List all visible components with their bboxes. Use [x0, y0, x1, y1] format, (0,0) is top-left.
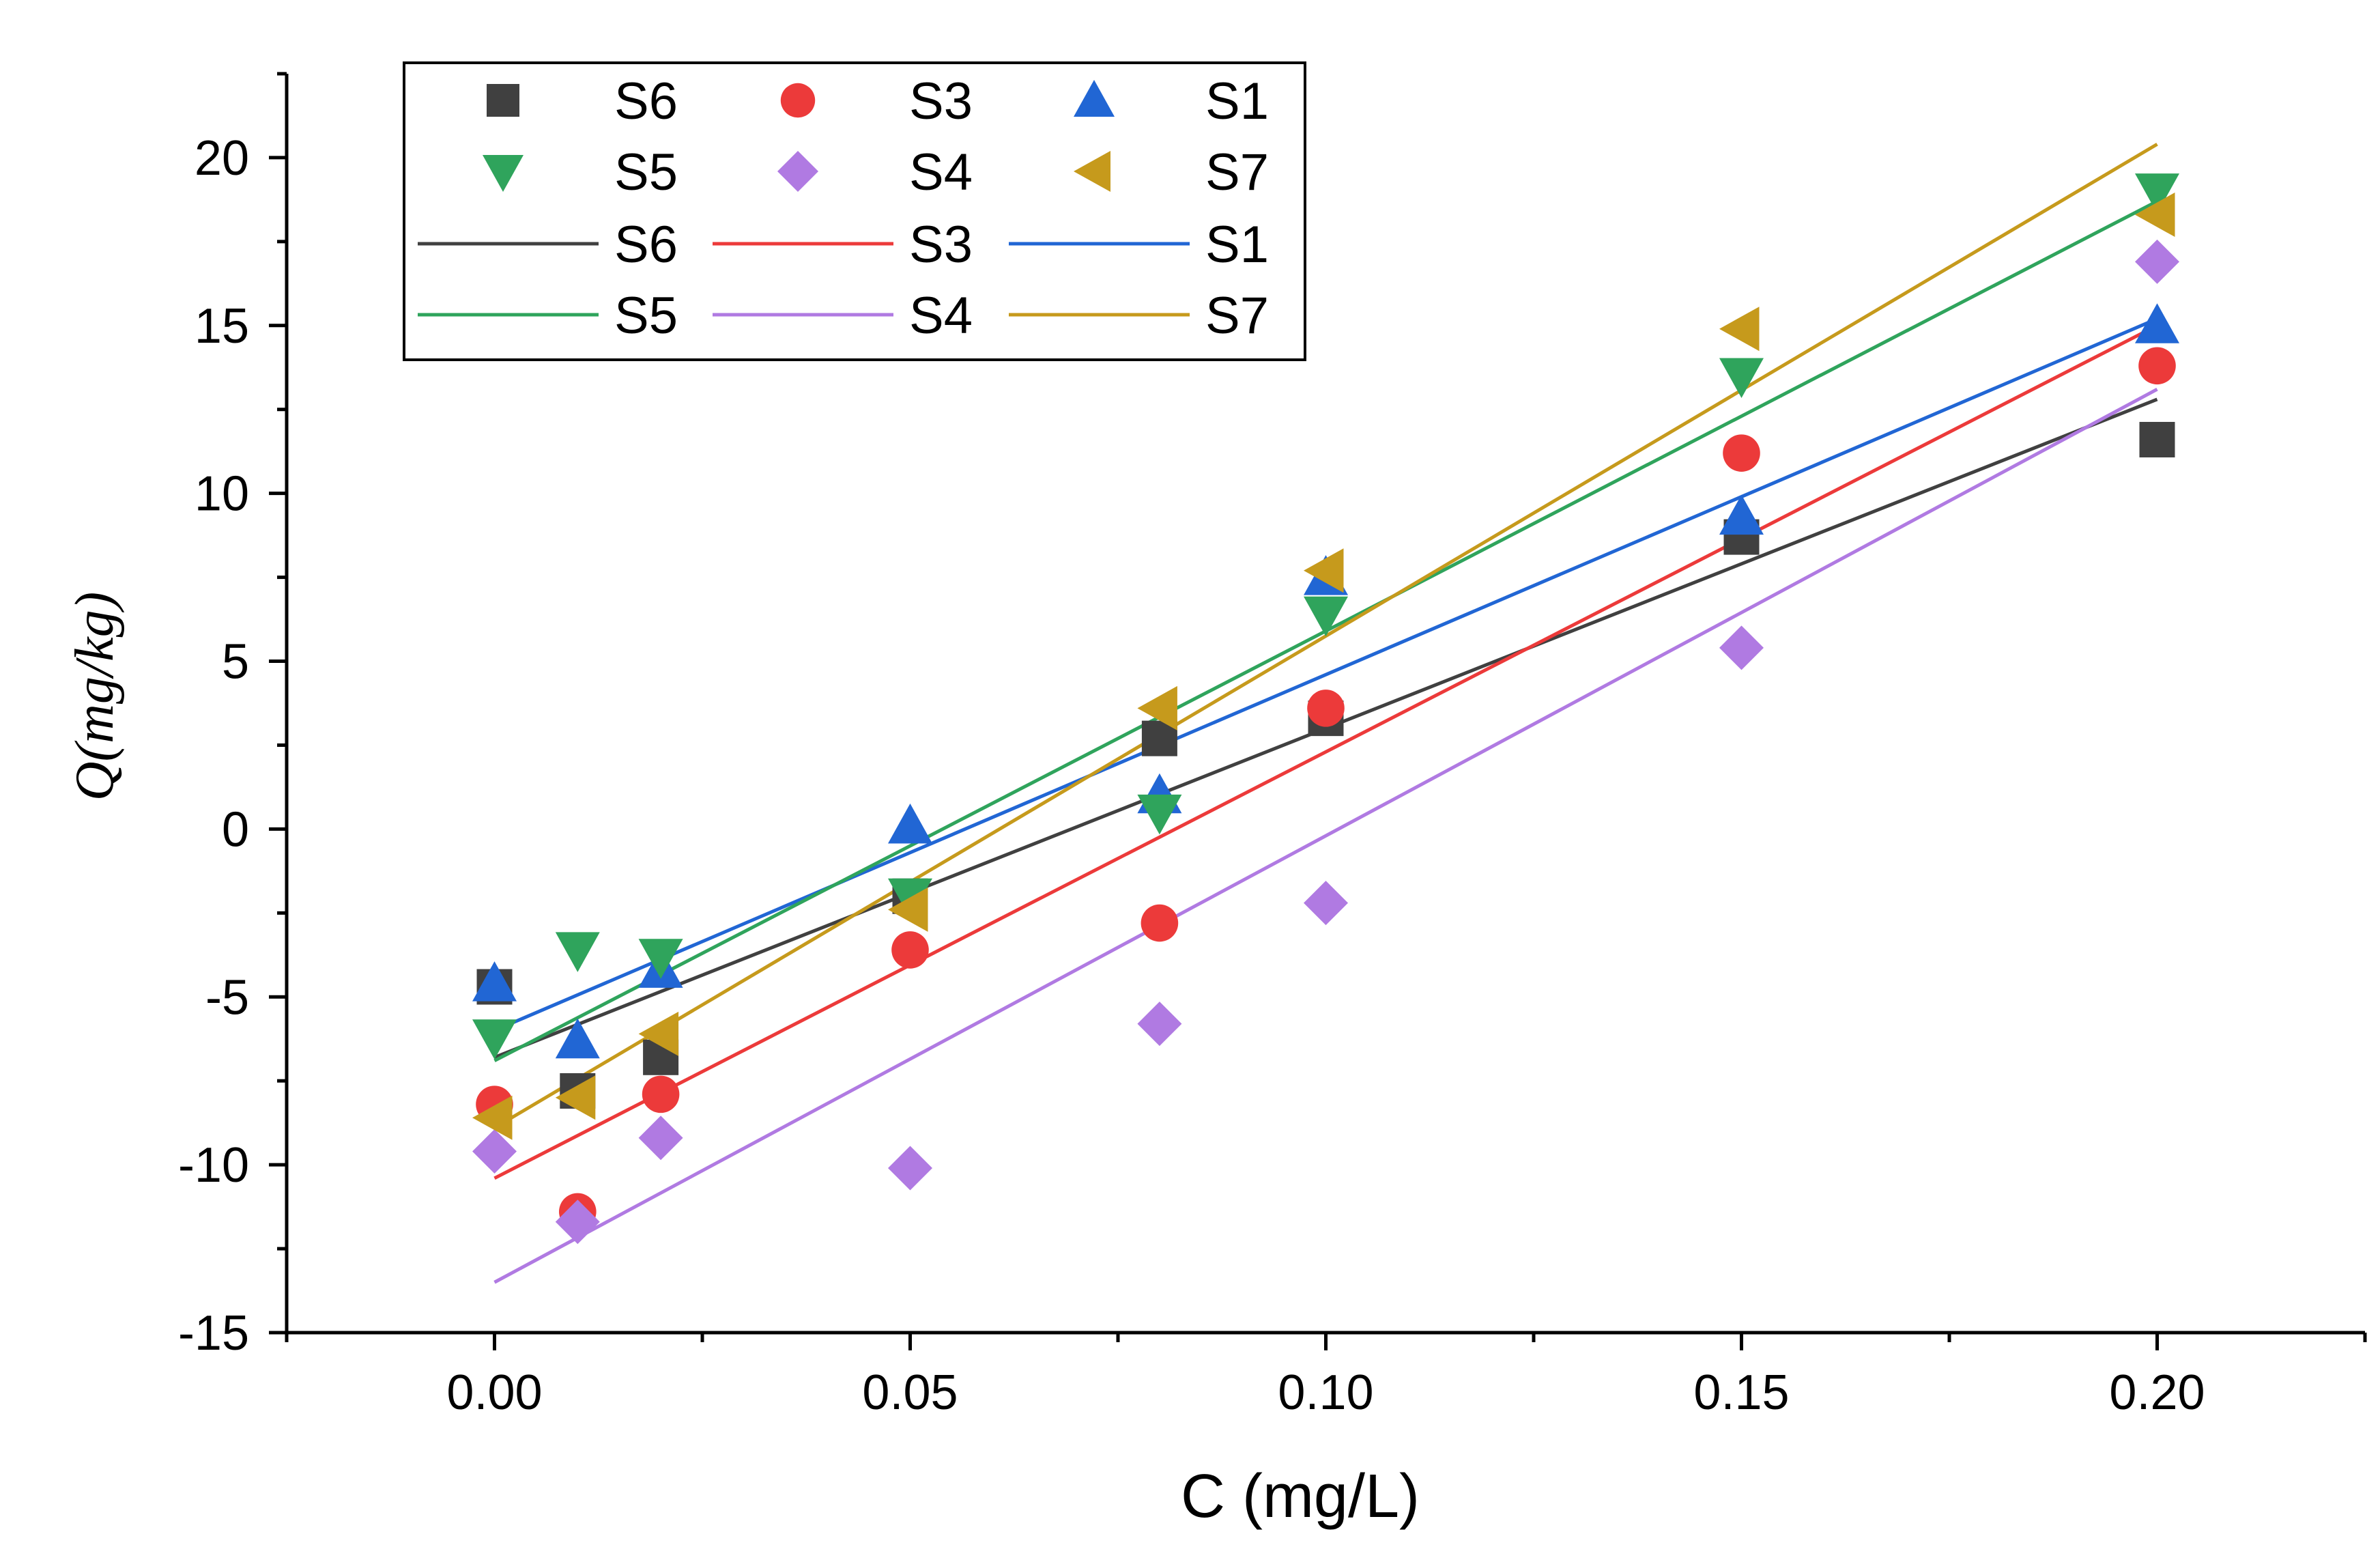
fit-line-s1	[493, 317, 2158, 1032]
legend-line-label-s3: S3	[909, 216, 973, 274]
point-s5	[555, 932, 600, 972]
point-s3	[2138, 347, 2176, 385]
point-s5	[472, 1019, 517, 1060]
legend-label-s1: S1	[1205, 72, 1269, 130]
point-s7	[888, 887, 928, 932]
point-s4	[1304, 881, 1348, 926]
legend-line-label-s1: S1	[1205, 216, 1269, 274]
point-s5	[1304, 596, 1348, 637]
y-ticks: -15 -10 -5 0 5 10 15 20	[178, 72, 287, 1361]
point-s3	[1141, 904, 1179, 942]
legend-label-s5: S5	[614, 143, 678, 201]
legend-marker-s1	[1074, 80, 1115, 117]
point-s7	[472, 1095, 513, 1140]
legend-label-s6: S6	[614, 72, 678, 130]
point-s4	[888, 1146, 932, 1191]
legend-marker-s4	[777, 151, 818, 192]
x-ticks: 0.00 0.05 0.10 0.15 0.20	[285, 1333, 2367, 1420]
legend-line-label-s5: S5	[614, 287, 678, 345]
point-s1	[555, 1018, 600, 1059]
y-tick-label: 20	[195, 131, 249, 186]
y-tick-label: -10	[178, 1138, 249, 1193]
x-axis-title: C (mg/L)	[1181, 1462, 1420, 1531]
y-tick-label: 15	[195, 299, 249, 354]
data-points	[472, 173, 2179, 1245]
x-tick-label: 0.15	[1693, 1365, 1789, 1420]
point-s3	[1307, 690, 1345, 727]
point-s7	[1719, 307, 1760, 352]
point-s7	[2135, 193, 2175, 238]
point-s7	[555, 1075, 596, 1120]
y-tick-label: 0	[222, 802, 249, 857]
x-tick-label: 0.10	[1278, 1365, 1373, 1420]
point-s1	[888, 803, 932, 844]
point-s5	[638, 939, 683, 979]
x-tick-label: 0.00	[446, 1365, 542, 1420]
point-s4	[555, 1200, 600, 1245]
y-tick-label: 10	[195, 467, 249, 522]
point-s1	[1719, 494, 1764, 535]
point-s4	[1719, 625, 1764, 670]
legend-box	[403, 61, 1306, 361]
legend-line-label-s7: S7	[1205, 287, 1269, 345]
fit-line-s3	[493, 324, 2158, 1180]
legend-marker-s5	[483, 155, 524, 192]
point-s4	[638, 1116, 683, 1161]
point-s7	[1304, 548, 1344, 593]
legend-line-label-s6: S6	[614, 216, 678, 274]
y-tick-label: -5	[205, 970, 249, 1025]
point-s5	[2135, 173, 2179, 214]
legend-label-s3: S3	[909, 72, 973, 130]
fit-line-s4	[493, 388, 2158, 1284]
point-s1	[2135, 303, 2179, 343]
legend: S6 S6 S3 S3 S1 S1 S5 S5 S4 S4 S7 S7	[403, 61, 1306, 361]
point-s7	[1137, 685, 1177, 730]
point-s3	[642, 1075, 680, 1113]
point-s4	[2135, 239, 2179, 284]
point-s4	[472, 1129, 517, 1174]
y-tick-label: 5	[222, 635, 249, 690]
point-s5	[1137, 794, 1182, 835]
x-tick-label: 0.05	[862, 1365, 958, 1420]
legend-line-label-s4: S4	[909, 287, 973, 345]
x-tick-label: 0.20	[2109, 1365, 2205, 1420]
point-s7	[638, 1011, 679, 1056]
point-s5	[1719, 358, 1764, 399]
point-s6	[2139, 421, 2175, 457]
legend-marker-s7	[1074, 151, 1110, 192]
legend-label-s4: S4	[909, 143, 973, 201]
legend-label-s7: S7	[1205, 143, 1269, 201]
point-s3	[1723, 434, 1760, 472]
point-s1	[472, 961, 517, 1002]
y-tick-label: -15	[178, 1306, 249, 1361]
point-s3	[891, 931, 929, 969]
legend-marker-s6	[487, 84, 519, 117]
point-s4	[1137, 1002, 1182, 1047]
legend-marker-s3	[780, 83, 816, 118]
y-axis-title: Q(mg/kg)	[65, 592, 125, 801]
